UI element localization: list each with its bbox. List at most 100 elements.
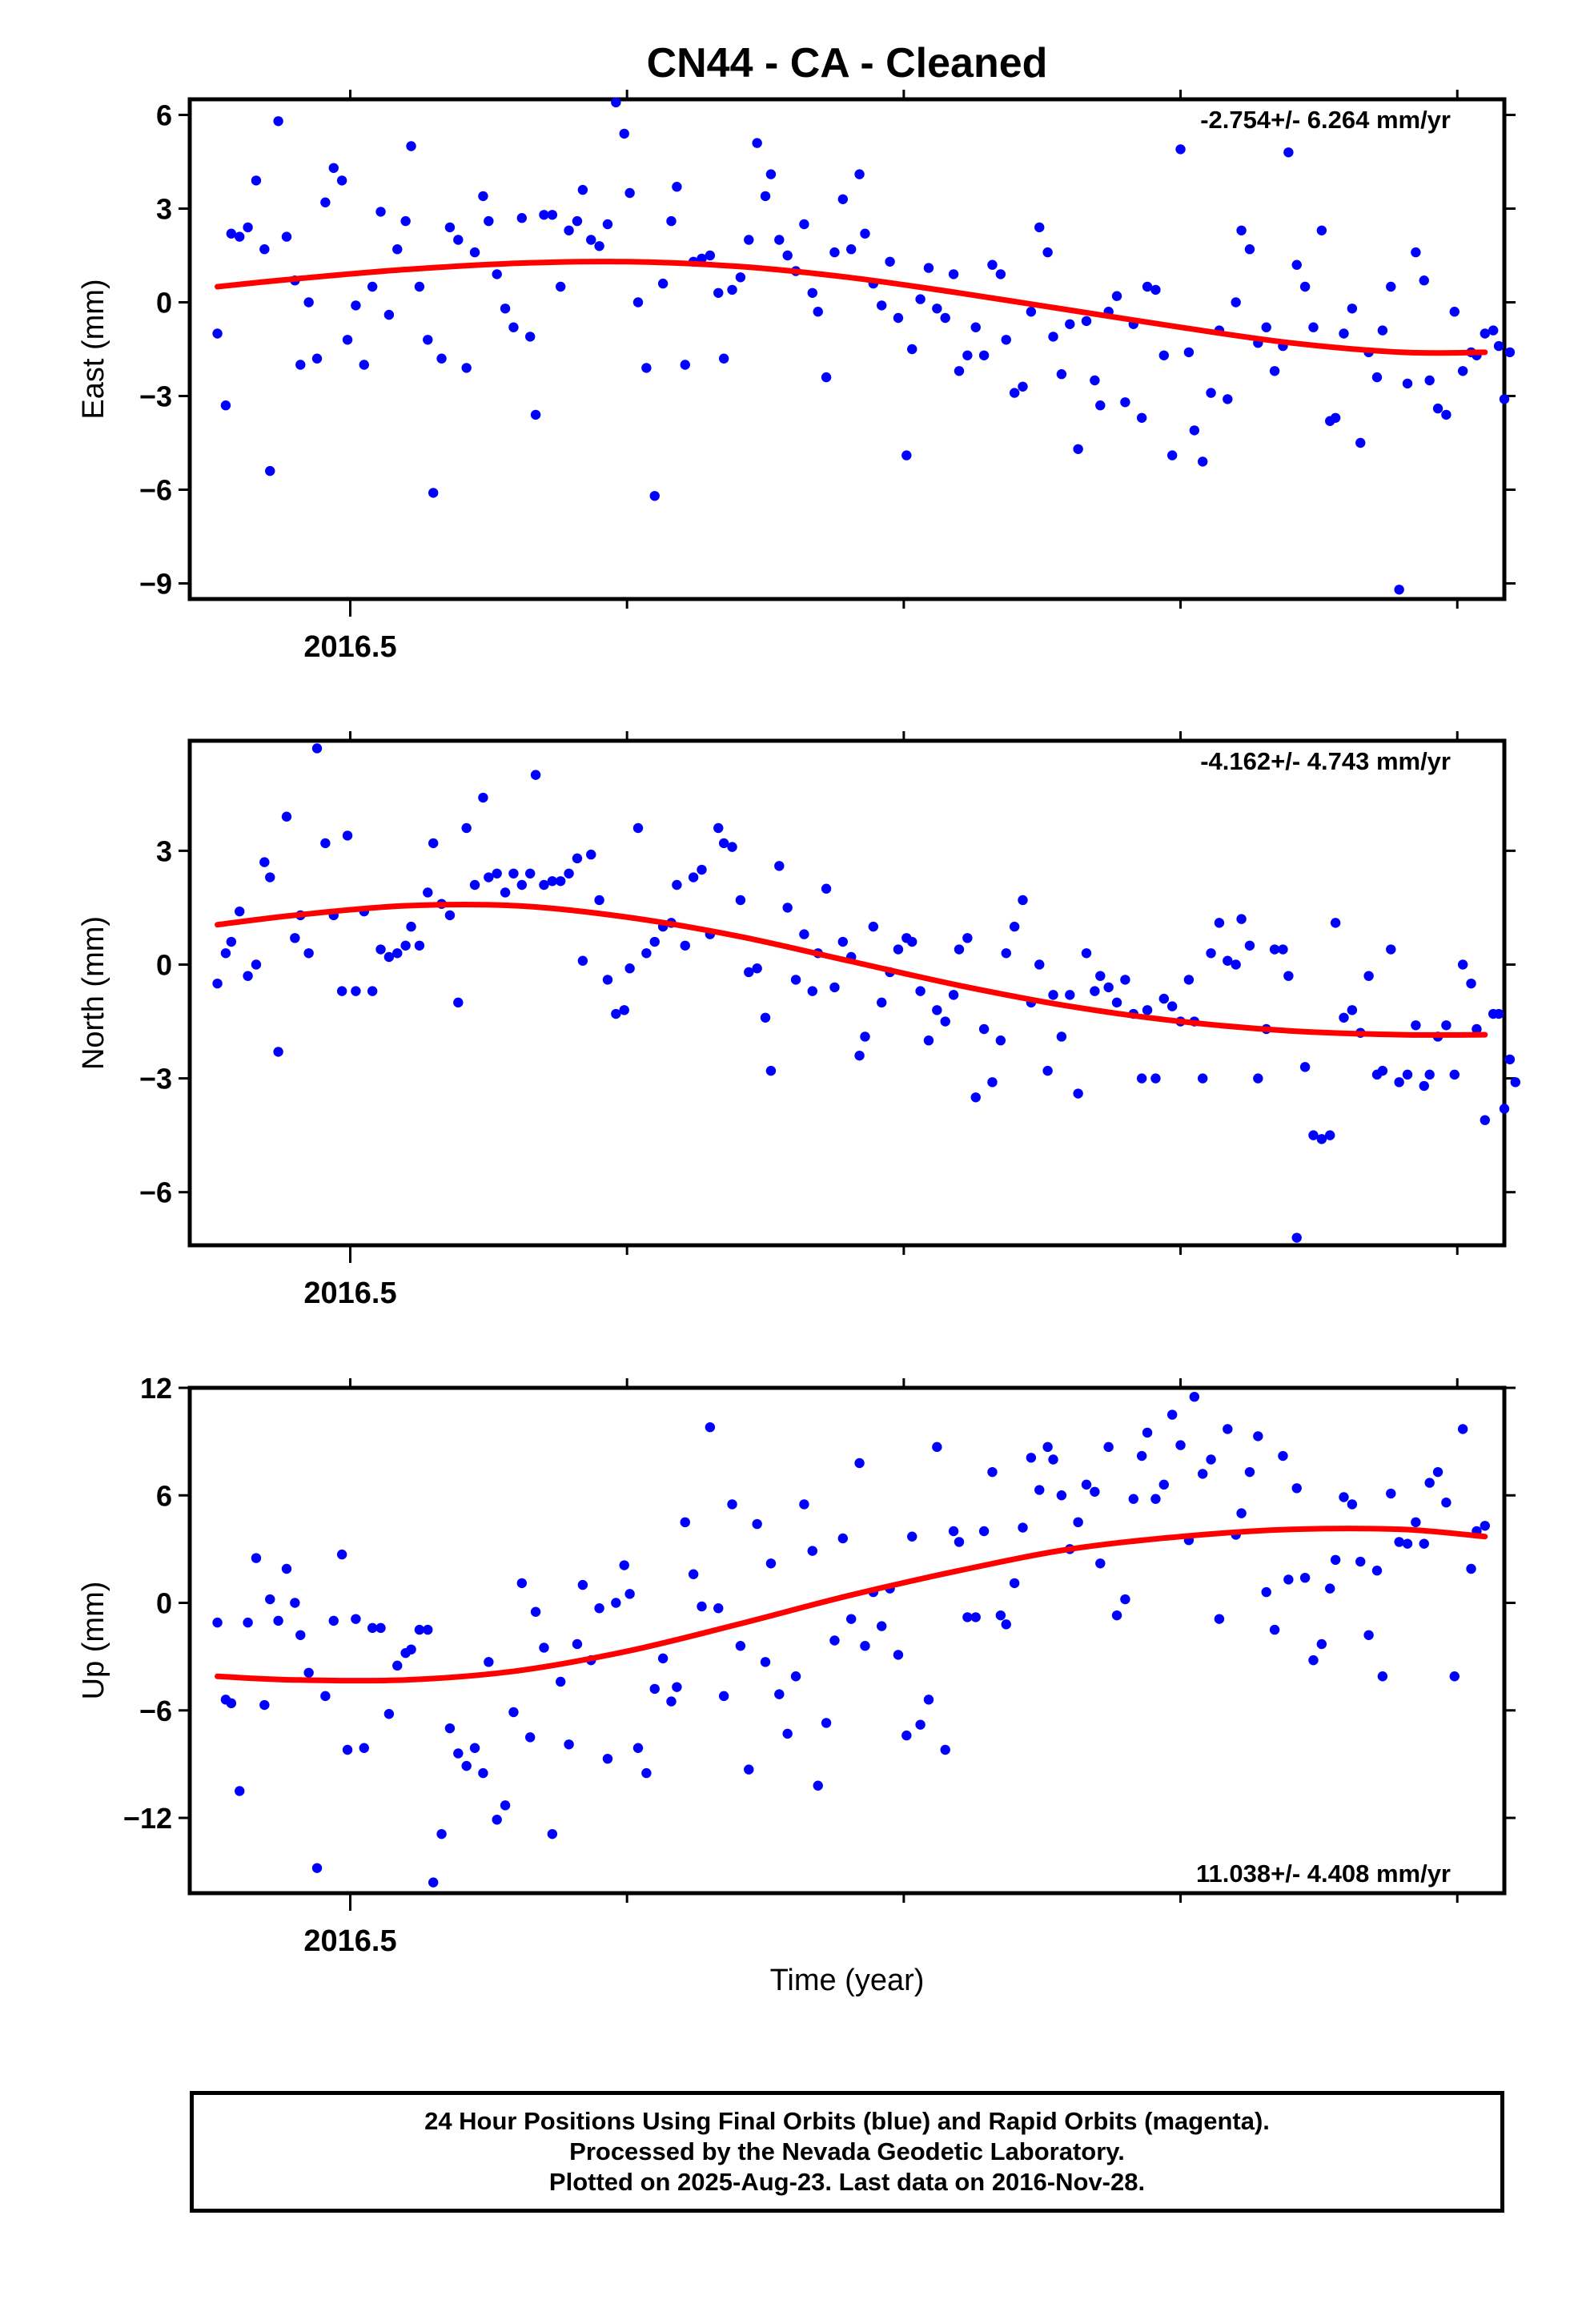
up-data-point [212, 1617, 223, 1628]
up-data-point [752, 1518, 762, 1530]
up-data-point [226, 1698, 237, 1709]
north-data-point [342, 830, 353, 841]
up-data-point [1142, 1427, 1153, 1438]
north-data-point [235, 906, 245, 917]
up-data-point [259, 1699, 270, 1711]
east-data-point [1355, 437, 1366, 448]
east-data-point [885, 256, 895, 267]
north-data-point [539, 879, 549, 891]
up-plot-frame [187, 1385, 1507, 1896]
north-data-point [782, 903, 793, 913]
north-data-point [212, 978, 223, 989]
east-data-point [649, 491, 660, 501]
up-data-point [1042, 1441, 1053, 1453]
east-data-point [1120, 397, 1130, 408]
up-data-point [303, 1667, 314, 1678]
east-data-point [235, 231, 245, 242]
north-panel: 3 0 −3 −6 2016.5 North (mm) -4.162+/- 4.743 mm… [77, 731, 1521, 1310]
east-data-point [444, 222, 456, 233]
north-data-point [624, 963, 635, 974]
east-data-point [359, 360, 369, 370]
up-data-point [516, 1578, 528, 1589]
up-data-point [735, 1641, 746, 1651]
east-data-point [1394, 585, 1404, 595]
up-data-point [414, 1624, 425, 1635]
north-data-point [406, 921, 416, 932]
north-data-point [672, 879, 682, 891]
north-data-point [1325, 1130, 1335, 1140]
north-rate-label: -4.162+/- 4.743 mm/yr [1200, 747, 1451, 775]
east-data-point [877, 300, 887, 311]
up-data-point [765, 1558, 777, 1569]
caption-line-3: Plotted on 2025-Aug-23. Last data on 201… [548, 2168, 1146, 2196]
east-data-point [342, 335, 353, 345]
north-data-point [564, 868, 574, 879]
up-data-point [1261, 1586, 1271, 1598]
east-data-point [774, 235, 785, 245]
north-data-point [1073, 1088, 1083, 1099]
east-data-point [752, 138, 762, 148]
up-data-point [1244, 1466, 1255, 1478]
east-data-point [619, 128, 629, 139]
north-data-point [1291, 1232, 1302, 1243]
east-ylabel: East (mm) [77, 279, 110, 419]
up-data-point [508, 1707, 519, 1718]
north-data-point [821, 883, 832, 894]
north-data-point [1510, 1077, 1521, 1088]
up-data-point [1095, 1558, 1106, 1569]
east-data-point [259, 244, 270, 255]
north-data-point [1330, 918, 1341, 928]
north-data-point [611, 1008, 621, 1019]
north-data-point [243, 971, 253, 981]
up-points [212, 1391, 1491, 1888]
up-data-point [813, 1780, 823, 1791]
north-data-point [1424, 1069, 1435, 1080]
east-data-point [1283, 147, 1294, 158]
east-data-point [1371, 372, 1383, 383]
east-data-point [1065, 319, 1075, 329]
up-data-point [1466, 1563, 1476, 1574]
up-data-point [799, 1499, 809, 1510]
up-data-point [328, 1615, 339, 1626]
east-data-point [727, 284, 737, 296]
north-data-point [680, 940, 690, 951]
east-data-point [1034, 222, 1045, 233]
up-data-point [932, 1441, 942, 1453]
east-xtick-label: 2016.5 [303, 630, 396, 664]
north-data-point [948, 990, 959, 1000]
up-rate-label: 11.038+/- 4.408 mm/yr [1196, 1860, 1451, 1888]
east-data-point [1480, 328, 1491, 339]
east-data-point [311, 353, 323, 364]
east-data-point [1183, 347, 1195, 358]
up-data-point [893, 1650, 904, 1660]
up-data-point [1419, 1538, 1429, 1549]
east-ytick-label: 3 [156, 193, 172, 226]
east-data-point [799, 219, 809, 230]
east-data-point [1339, 328, 1349, 339]
up-data-point [484, 1657, 494, 1667]
north-data-point [854, 1050, 865, 1061]
up-data-point [948, 1526, 959, 1537]
up-data-point [1090, 1486, 1100, 1497]
north-data-point [1386, 944, 1396, 955]
east-data-point [1111, 291, 1122, 301]
up-data-point [1299, 1572, 1311, 1583]
up-data-point [273, 1615, 283, 1626]
up-data-point [1001, 1619, 1011, 1630]
north-data-point [1308, 1130, 1319, 1140]
up-data-point [845, 1614, 857, 1624]
up-data-point [666, 1696, 677, 1707]
east-rate-label: -2.754+/- 6.264 mm/yr [1200, 106, 1451, 134]
east-data-point [962, 350, 973, 360]
east-data-point [406, 141, 416, 151]
north-data-point [303, 948, 314, 959]
up-data-point [672, 1682, 682, 1692]
up-data-point [1411, 1517, 1421, 1528]
east-data-point [1042, 247, 1053, 258]
up-data-point [713, 1603, 724, 1614]
up-data-point [1449, 1671, 1460, 1682]
up-data-point [821, 1718, 832, 1728]
up-data-point [1081, 1479, 1092, 1490]
east-data-point [508, 322, 519, 332]
north-data-point [829, 982, 840, 993]
